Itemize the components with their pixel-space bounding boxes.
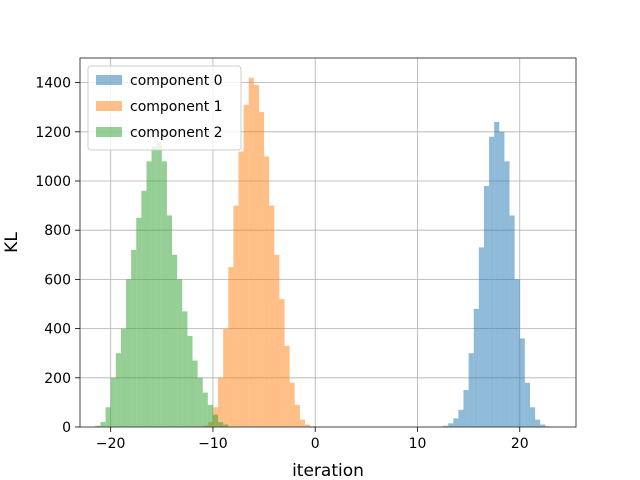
legend-swatch [96, 75, 122, 85]
histogram-bar [499, 131, 505, 428]
histogram-bar [468, 353, 474, 427]
histogram-bar [483, 185, 490, 427]
histogram-bar [519, 338, 525, 427]
histogram-bars [95, 77, 551, 428]
legend-swatch [96, 127, 122, 137]
histogram-bar [126, 279, 132, 427]
histogram-bar [223, 328, 229, 427]
histogram-bar [540, 424, 546, 427]
histogram-bar [115, 353, 121, 427]
histogram-bar [212, 414, 219, 427]
legend-label: component 0 [130, 73, 223, 89]
histogram-bar [151, 146, 157, 427]
series-2 [95, 141, 229, 427]
legend-swatch [96, 101, 122, 111]
x-tick-label: 20 [511, 436, 529, 452]
plot-frame [79, 57, 577, 428]
histogram-bar [131, 249, 137, 427]
histogram-bar [120, 328, 127, 427]
histogram-bar [177, 279, 183, 427]
histogram-bar [238, 151, 244, 428]
histogram-bar [192, 360, 198, 427]
histogram-bar [187, 335, 193, 427]
histogram-bar [524, 382, 530, 427]
x-tick-label: −10 [198, 436, 228, 452]
series-0 [443, 121, 551, 428]
histogram-bar [243, 104, 249, 428]
histogram-bar [509, 215, 515, 427]
y-tick-label: 200 [44, 371, 71, 387]
histogram-bar [197, 377, 203, 427]
histogram-bar [279, 299, 285, 427]
y-tick-label: 1400 [35, 76, 71, 92]
histogram-bar [202, 392, 208, 427]
histogram-bar [258, 112, 265, 428]
y-tick-label: 1000 [35, 174, 71, 190]
histogram-bar [100, 422, 106, 427]
histogram-bar [228, 267, 234, 427]
histogram-bar [289, 382, 295, 427]
histogram-bar [494, 121, 500, 428]
legend-label: component 2 [130, 125, 223, 141]
histogram-bar [110, 377, 116, 427]
histogram-bar [248, 77, 254, 428]
series-1 [202, 77, 316, 428]
histogram-bar [105, 407, 111, 427]
histogram-bar [207, 404, 213, 427]
legend-box [87, 65, 242, 151]
histogram-bar [146, 161, 152, 427]
histogram-bar [264, 156, 270, 427]
histogram-bar [453, 418, 459, 427]
histogram-bar [233, 205, 239, 427]
histogram-bar [269, 205, 275, 427]
histogram-bar [161, 161, 167, 427]
x-tick-label: −20 [96, 436, 126, 452]
histogram-bar [223, 424, 229, 427]
histogram-bar [478, 247, 484, 427]
histogram-bar [504, 161, 510, 427]
histogram-bar [172, 254, 178, 427]
histogram-bar [294, 404, 300, 427]
x-axis-label: iteration [292, 461, 364, 480]
legend: component 0 component 1 component 2 [87, 65, 242, 151]
x-tick-label: 10 [409, 436, 427, 452]
y-tick-label: 800 [44, 223, 71, 239]
histogram-bar [529, 407, 536, 427]
histogram-bar [299, 419, 305, 427]
histogram-bar [304, 424, 311, 427]
histogram-bar [514, 279, 520, 427]
y-tick-label: 400 [44, 322, 71, 338]
histogram-bar [182, 311, 188, 427]
histogram-bar [253, 85, 259, 427]
histogram-bar [463, 390, 469, 427]
y-tick-label: 1200 [35, 125, 71, 141]
histogram-bar [136, 217, 142, 427]
histogram-bar [284, 345, 290, 427]
histogram-bar [448, 423, 454, 427]
histogram-bar [489, 136, 495, 427]
x-tick-label: 0 [311, 436, 320, 452]
histogram-bar [458, 409, 464, 427]
histogram-bar [443, 425, 449, 427]
histogram-bar [218, 422, 224, 427]
legend-label: component 1 [130, 99, 223, 115]
histogram-bar [166, 215, 173, 427]
histogram-bar [218, 377, 224, 427]
y-tick-label: 600 [44, 272, 71, 288]
histogram-bar [156, 141, 162, 427]
histogram-bar [535, 419, 541, 427]
histogram-bar [95, 425, 101, 427]
y-axis-label: KL [2, 232, 22, 253]
y-tick-label: 0 [62, 420, 71, 436]
histogram-bar [274, 254, 280, 427]
histogram-bar [473, 308, 479, 427]
histogram-bar [141, 190, 147, 427]
